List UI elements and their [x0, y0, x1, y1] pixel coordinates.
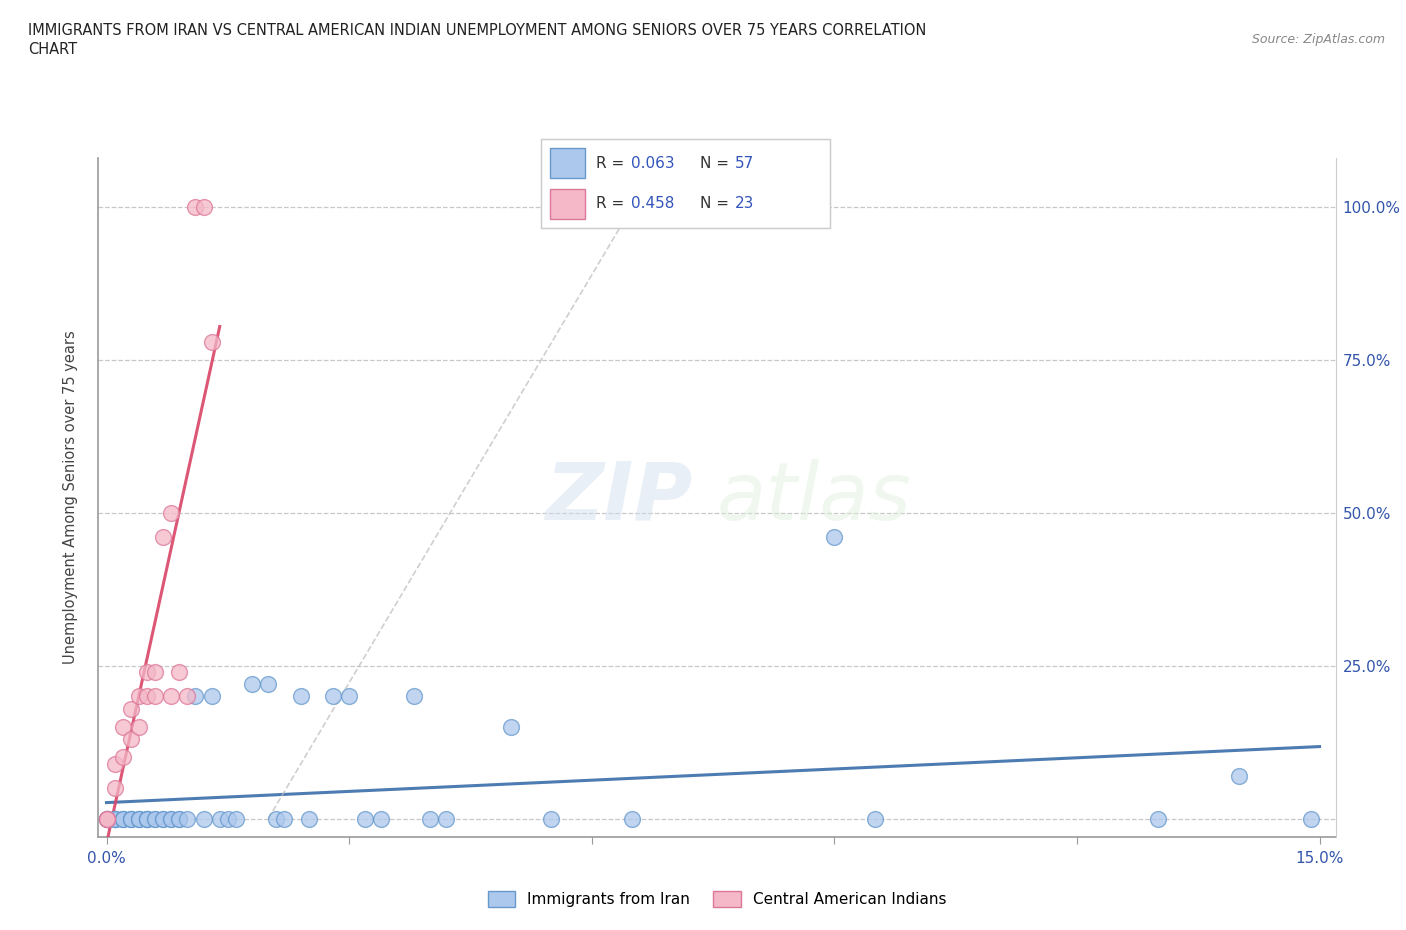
Point [370, 811, 392, 826]
Point [540, 811, 562, 826]
Point [266, 811, 288, 826]
Point [257, 677, 280, 692]
Point [169, 811, 191, 826]
Point [143, 664, 166, 679]
Point [136, 811, 159, 826]
Point [169, 811, 191, 826]
Point [96, 811, 118, 826]
Point [111, 751, 134, 765]
Y-axis label: Unemployment Among Seniors over 75 years: Unemployment Among Seniors over 75 years [63, 331, 77, 664]
Point [160, 811, 183, 826]
Point [1301, 811, 1323, 826]
Point [152, 811, 174, 826]
Point [184, 200, 207, 215]
Point [176, 811, 198, 826]
Point [298, 811, 321, 826]
Point [120, 701, 142, 716]
Point [434, 811, 457, 826]
Point [143, 811, 166, 826]
Point [152, 530, 174, 545]
Text: Source: ZipAtlas.com: Source: ZipAtlas.com [1251, 33, 1385, 46]
Point [322, 689, 344, 704]
Point [184, 689, 207, 704]
Point [96, 811, 118, 826]
Point [193, 200, 215, 215]
Text: R =: R = [596, 196, 630, 211]
Point [128, 720, 150, 735]
Point [128, 811, 150, 826]
Point [621, 811, 644, 826]
Point [104, 756, 127, 771]
FancyBboxPatch shape [550, 149, 585, 179]
Point [111, 720, 134, 735]
Point [136, 811, 159, 826]
Point [111, 811, 134, 826]
Point [1227, 768, 1250, 783]
Point [169, 664, 191, 679]
Text: N =: N = [700, 156, 734, 171]
Text: IMMIGRANTS FROM IRAN VS CENTRAL AMERICAN INDIAN UNEMPLOYMENT AMONG SENIORS OVER : IMMIGRANTS FROM IRAN VS CENTRAL AMERICAN… [28, 23, 927, 38]
Point [128, 811, 150, 826]
Point [111, 811, 134, 826]
Point [208, 811, 231, 826]
Point [120, 732, 142, 747]
Point [290, 689, 312, 704]
Point [128, 811, 150, 826]
Point [143, 689, 166, 704]
Point [499, 720, 522, 735]
Text: 0.063: 0.063 [631, 156, 675, 171]
Point [1146, 811, 1168, 826]
Text: ZIP: ZIP [546, 458, 692, 537]
Point [419, 811, 441, 826]
Point [136, 664, 159, 679]
Point [136, 689, 159, 704]
Text: 23: 23 [734, 196, 754, 211]
Point [273, 811, 295, 826]
Point [160, 689, 183, 704]
Point [96, 811, 118, 826]
Text: R =: R = [596, 156, 630, 171]
Point [120, 811, 142, 826]
Point [104, 811, 127, 826]
Point [104, 811, 127, 826]
Point [201, 334, 224, 349]
Point [120, 811, 142, 826]
Text: atlas: atlas [717, 458, 912, 537]
Point [152, 811, 174, 826]
Point [863, 811, 886, 826]
Point [104, 780, 127, 795]
Point [160, 505, 183, 520]
Point [104, 811, 127, 826]
Point [96, 811, 118, 826]
Point [201, 689, 224, 704]
Legend: Immigrants from Iran, Central American Indians: Immigrants from Iran, Central American I… [488, 892, 946, 908]
Point [111, 811, 134, 826]
Point [120, 811, 142, 826]
Point [354, 811, 377, 826]
Text: 0.458: 0.458 [631, 196, 673, 211]
Point [96, 811, 118, 826]
Text: N =: N = [700, 196, 734, 211]
Point [136, 811, 159, 826]
Point [136, 811, 159, 826]
Point [337, 689, 360, 704]
Point [128, 689, 150, 704]
Point [160, 811, 183, 826]
Point [143, 811, 166, 826]
Point [823, 530, 845, 545]
Point [225, 811, 247, 826]
Point [104, 811, 127, 826]
Text: 57: 57 [734, 156, 754, 171]
Point [217, 811, 239, 826]
Point [176, 689, 198, 704]
FancyBboxPatch shape [550, 189, 585, 219]
Point [402, 689, 425, 704]
Text: CHART: CHART [28, 42, 77, 57]
Point [96, 811, 118, 826]
Point [240, 677, 263, 692]
Point [193, 811, 215, 826]
Point [96, 811, 118, 826]
